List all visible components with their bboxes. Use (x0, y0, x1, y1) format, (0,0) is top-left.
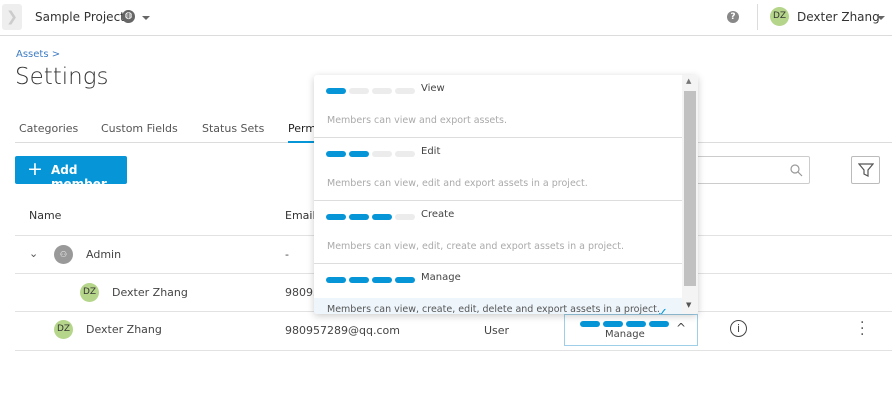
option-label: Create (421, 209, 455, 220)
permission-level-bars (326, 214, 415, 220)
row-email: 980957289@qq.com (285, 324, 400, 337)
permission-level-bars (326, 277, 415, 283)
group-icon: ⚇ (54, 245, 73, 264)
option-description: Members can view, edit, create and expor… (314, 235, 682, 264)
divider (15, 350, 892, 351)
permission-option-view[interactable]: View Members can view and export assets. (314, 75, 682, 138)
permission-option-manage[interactable]: Manage Members can view, create, edit, d… (314, 264, 682, 314)
tab-custom-fields[interactable]: Custom Fields (101, 122, 178, 135)
level-bar (395, 277, 415, 283)
filter-button[interactable] (851, 156, 880, 184)
row-name: Dexter Zhang (86, 323, 162, 336)
avatar: DZ (54, 320, 73, 339)
permission-value: Manage (605, 329, 645, 340)
tab-permissions[interactable]: Perm (288, 122, 328, 143)
level-bar (326, 88, 346, 94)
option-label: View (421, 83, 445, 94)
user-chevron-down-icon[interactable] (877, 16, 885, 20)
filter-icon (858, 163, 874, 177)
level-bar (395, 151, 415, 157)
permission-level-bars (580, 321, 669, 327)
info-icon[interactable]: i (730, 320, 747, 337)
add-member-label: Add member (51, 163, 107, 191)
level-bar (349, 88, 369, 94)
option-description-text: Members can view and export assets. (327, 115, 507, 126)
help-icon[interactable]: ? (727, 11, 739, 23)
check-icon: ✓ (657, 306, 668, 314)
level-bar (395, 214, 415, 220)
level-bar (326, 214, 346, 220)
search-input[interactable] (690, 156, 810, 184)
level-bar (349, 151, 369, 157)
page-title: Settings (15, 64, 109, 90)
column-header-name[interactable]: Name (29, 209, 62, 222)
level-bar (349, 214, 369, 220)
permission-option-create[interactable]: Create Members can view, edit, create an… (314, 201, 682, 264)
scroll-down-icon[interactable]: ▼ (686, 301, 692, 309)
option-description: Members can view and export assets. (314, 109, 682, 138)
expand-chevron-icon[interactable]: ⌄ (29, 247, 39, 260)
scrollbar[interactable]: ▲ ▼ (682, 75, 698, 314)
level-bar (372, 151, 392, 157)
globe-icon: ◍ (122, 10, 135, 23)
app-logo[interactable]: ❯ (2, 4, 22, 30)
option-label: Edit (421, 146, 441, 157)
row-email: - (285, 248, 289, 261)
option-description: Members can view, edit and export assets… (314, 172, 682, 201)
tab-categories[interactable]: Categories (19, 122, 79, 135)
chevron-up-icon: ^ (676, 321, 687, 335)
scroll-up-icon[interactable]: ▲ (686, 77, 692, 85)
avatar: DZ (80, 283, 99, 302)
column-header-email[interactable]: Email (285, 209, 316, 222)
add-member-button[interactable]: + Add member (15, 156, 127, 191)
search-icon (790, 164, 803, 177)
user-avatar[interactable]: DZ (770, 7, 789, 26)
level-bar (349, 277, 369, 283)
permission-dropdown: Manage Members can view, create, edit, d… (314, 75, 698, 314)
permission-option-edit[interactable]: Edit Members can view, edit and export a… (314, 138, 682, 201)
row-name: Admin (86, 248, 122, 261)
row-role: User (484, 324, 510, 337)
row-name: Dexter Zhang (112, 286, 188, 299)
level-bar (372, 277, 392, 283)
level-bar (395, 88, 415, 94)
row-email: 98095 (285, 286, 320, 299)
project-chevron-down-icon[interactable] (142, 16, 150, 20)
level-bar (326, 151, 346, 157)
more-options-icon[interactable]: · · · (860, 315, 865, 343)
plus-icon: + (27, 158, 43, 180)
user-name[interactable]: Dexter Zhang (797, 10, 880, 24)
permission-select[interactable]: Manage ^ (564, 314, 698, 346)
level-bar (326, 277, 346, 283)
option-description-text: Members can view, edit and export assets… (327, 178, 588, 189)
top-bar: ❯ Sample Project ◍ ? DZ Dexter Zhang (0, 0, 892, 36)
permission-level-bars (326, 151, 415, 157)
project-name[interactable]: Sample Project (35, 10, 125, 24)
option-description: Members can view, create, edit, delete a… (314, 298, 682, 314)
level-bar (372, 214, 392, 220)
option-description-text: Members can view, create, edit, delete a… (327, 304, 660, 314)
level-bar (372, 88, 392, 94)
tab-status-sets[interactable]: Status Sets (202, 122, 265, 135)
option-label: Manage (421, 272, 461, 283)
divider (757, 4, 758, 30)
scrollbar-thumb[interactable] (684, 91, 696, 286)
permission-level-bars (326, 88, 415, 94)
breadcrumb[interactable]: Assets > (16, 49, 61, 60)
option-description-text: Members can view, edit, create and expor… (327, 241, 624, 252)
